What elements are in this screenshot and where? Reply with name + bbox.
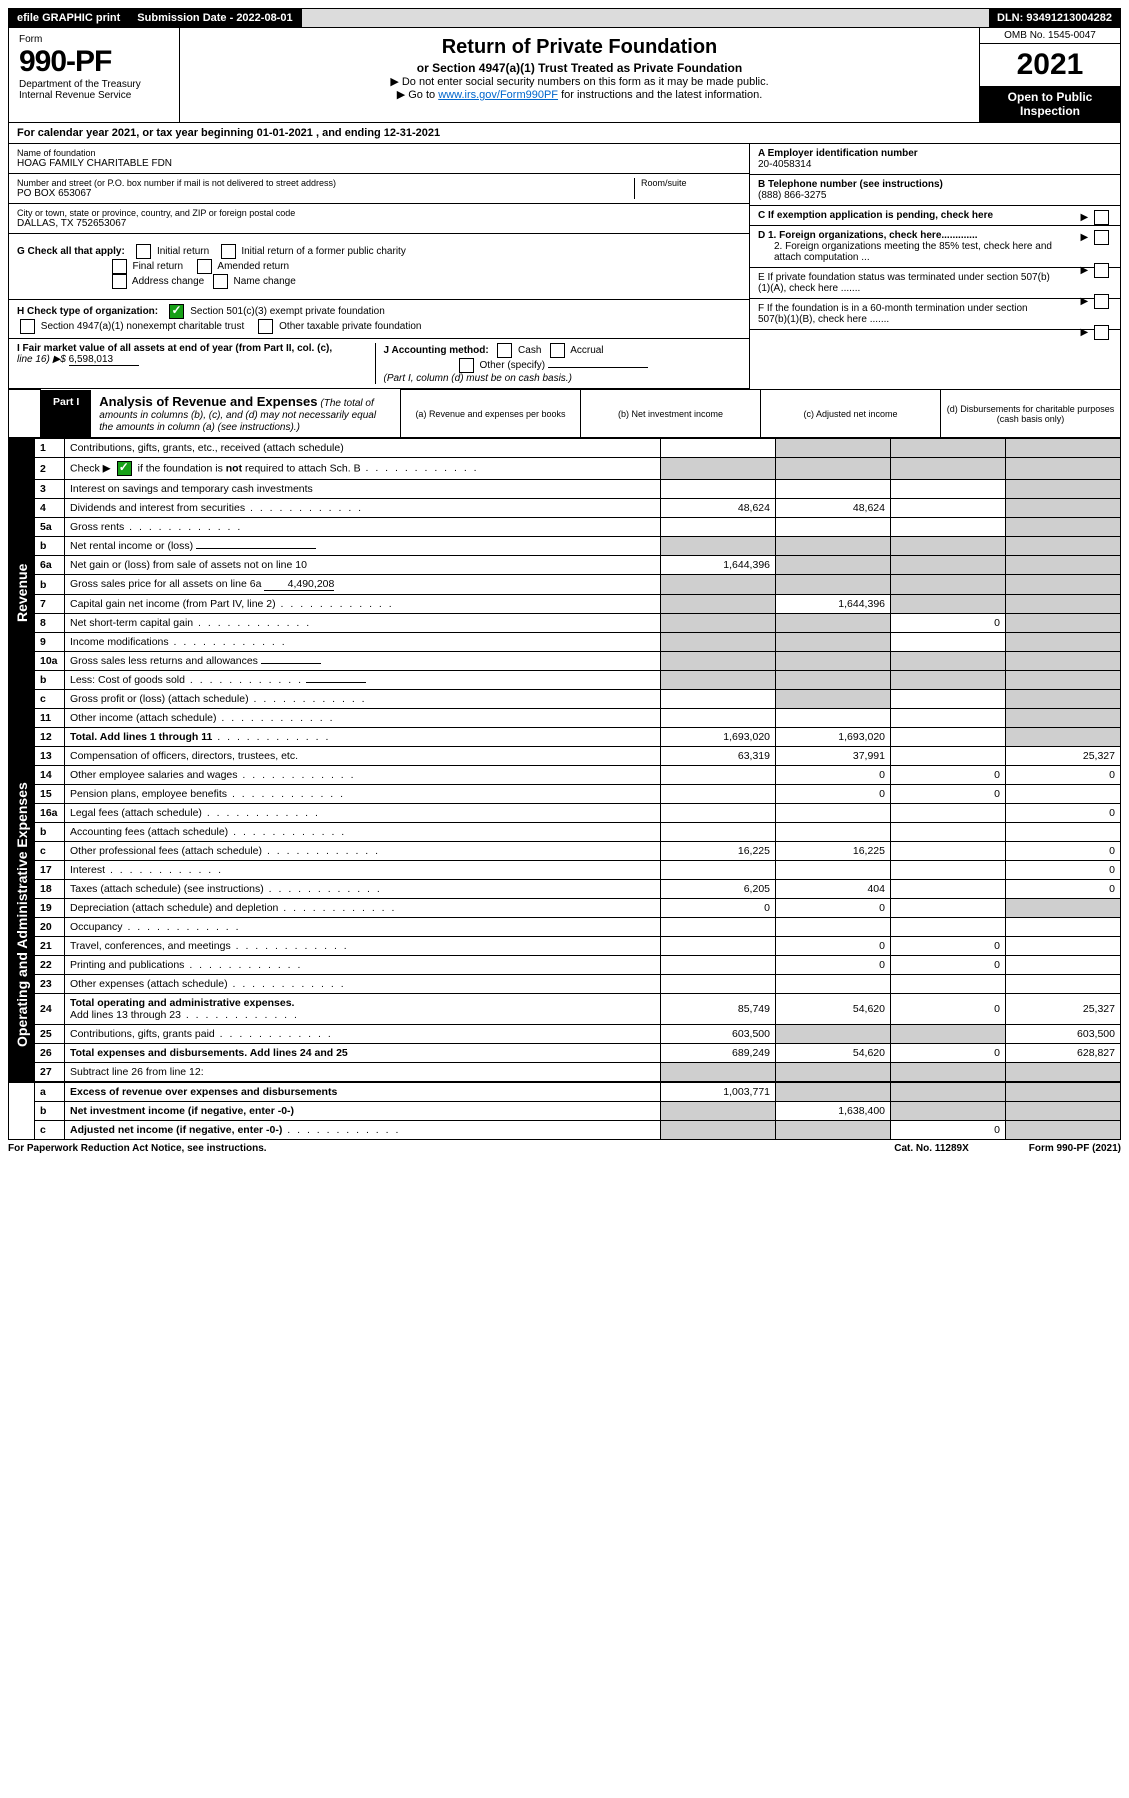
h-label: H Check type of organization:	[17, 306, 158, 317]
top-bar: efile GRAPHIC print Submission Date - 20…	[8, 8, 1121, 28]
dln: DLN: 93491213004282	[989, 9, 1120, 27]
i-label: I Fair market value of all assets at end…	[17, 343, 332, 354]
form-label: Form	[19, 34, 169, 45]
cb-f[interactable]	[1094, 325, 1109, 340]
note2: ▶ Go to www.irs.gov/Form990PF for instru…	[186, 88, 973, 101]
foundation-name: HOAG FAMILY CHARITABLE FDN	[17, 158, 741, 169]
part1-tag: Part I	[41, 390, 91, 437]
part1-title: Analysis of Revenue and Expenses	[99, 394, 317, 409]
g-label: G Check all that apply:	[17, 246, 125, 257]
j-label: J Accounting method:	[384, 345, 489, 356]
j-note: (Part I, column (d) must be on cash basi…	[384, 373, 572, 384]
cb-501c3[interactable]	[169, 304, 184, 319]
omb: OMB No. 1545-0047	[980, 28, 1120, 44]
e-label: E If private foundation status was termi…	[758, 272, 1058, 294]
city-label: City or town, state or province, country…	[17, 208, 741, 218]
cb-d2[interactable]	[1094, 263, 1109, 278]
revenue-table: Revenue 1Contributions, gifts, grants, e…	[8, 438, 1121, 1082]
submission-date: Submission Date - 2022-08-01	[129, 9, 301, 27]
name-label: Name of foundation	[17, 148, 741, 158]
cb-4947[interactable]	[20, 319, 35, 334]
cb-other-method[interactable]	[459, 358, 474, 373]
form-link[interactable]: www.irs.gov/Form990PF	[438, 89, 558, 101]
col-b: (b) Net investment income	[581, 390, 761, 438]
f-label: F If the foundation is in a 60-month ter…	[758, 303, 1058, 325]
fmv-value: 6,598,013	[69, 354, 139, 366]
cb-address-change[interactable]	[112, 274, 127, 289]
cb-amended[interactable]	[197, 259, 212, 274]
col-d: (d) Disbursements for charitable purpose…	[941, 390, 1121, 438]
title: Return of Private Foundation	[186, 36, 973, 59]
b-label: B Telephone number (see instructions)	[758, 179, 943, 190]
c-label: C If exemption application is pending, c…	[758, 210, 993, 221]
cb-cash[interactable]	[497, 343, 512, 358]
addr: PO BOX 653067	[17, 188, 634, 199]
a-label: A Employer identification number	[758, 148, 918, 159]
cb-e[interactable]	[1094, 294, 1109, 309]
cb-initial-return[interactable]	[136, 244, 151, 259]
cb-schb[interactable]	[117, 461, 132, 476]
header: Form 990-PF Department of the Treasury I…	[8, 28, 1121, 123]
cb-d1[interactable]	[1094, 230, 1109, 245]
form-number: 990-PF	[19, 45, 169, 79]
line27-table: aExcess of revenue over expenses and dis…	[8, 1082, 1121, 1140]
d1-label: D 1. Foreign organizations, check here..…	[758, 230, 978, 241]
cb-c[interactable]	[1094, 210, 1109, 225]
cb-other-taxable[interactable]	[258, 319, 273, 334]
irs: Internal Revenue Service	[19, 90, 169, 101]
year: 2021	[980, 44, 1120, 86]
col-c: (c) Adjusted net income	[761, 390, 941, 438]
city: DALLAS, TX 752653067	[17, 218, 741, 229]
footer-cat: Cat. No. 11289X	[894, 1143, 968, 1154]
subtitle: or Section 4947(a)(1) Trust Treated as P…	[186, 61, 973, 75]
footer: For Paperwork Reduction Act Notice, see …	[8, 1140, 1121, 1154]
ein: 20-4058314	[758, 159, 811, 170]
footer-form: Form 990-PF (2021)	[1029, 1143, 1121, 1154]
efile-label[interactable]: efile GRAPHIC print	[9, 9, 129, 27]
open-public: Open to Public Inspection	[980, 86, 1120, 122]
cb-initial-former[interactable]	[221, 244, 236, 259]
side-revenue: Revenue	[9, 439, 35, 747]
dept: Department of the Treasury	[19, 79, 169, 90]
cb-accrual[interactable]	[550, 343, 565, 358]
cb-name-change[interactable]	[213, 274, 228, 289]
cb-final-return[interactable]	[112, 259, 127, 274]
room-label: Room/suite	[641, 178, 741, 188]
part1-table: Part I Analysis of Revenue and Expenses …	[8, 389, 1121, 438]
footer-left: For Paperwork Reduction Act Notice, see …	[8, 1143, 267, 1154]
col-a: (a) Revenue and expenses per books	[401, 390, 581, 438]
addr-label: Number and street (or P.O. box number if…	[17, 178, 634, 188]
phone: (888) 866-3275	[758, 190, 826, 201]
note1: ▶ Do not enter social security numbers o…	[186, 75, 973, 88]
calendar-year: For calendar year 2021, or tax year begi…	[8, 123, 1121, 144]
side-expenses: Operating and Administrative Expenses	[9, 747, 35, 1082]
identity-section: Name of foundation HOAG FAMILY CHARITABL…	[8, 144, 1121, 389]
